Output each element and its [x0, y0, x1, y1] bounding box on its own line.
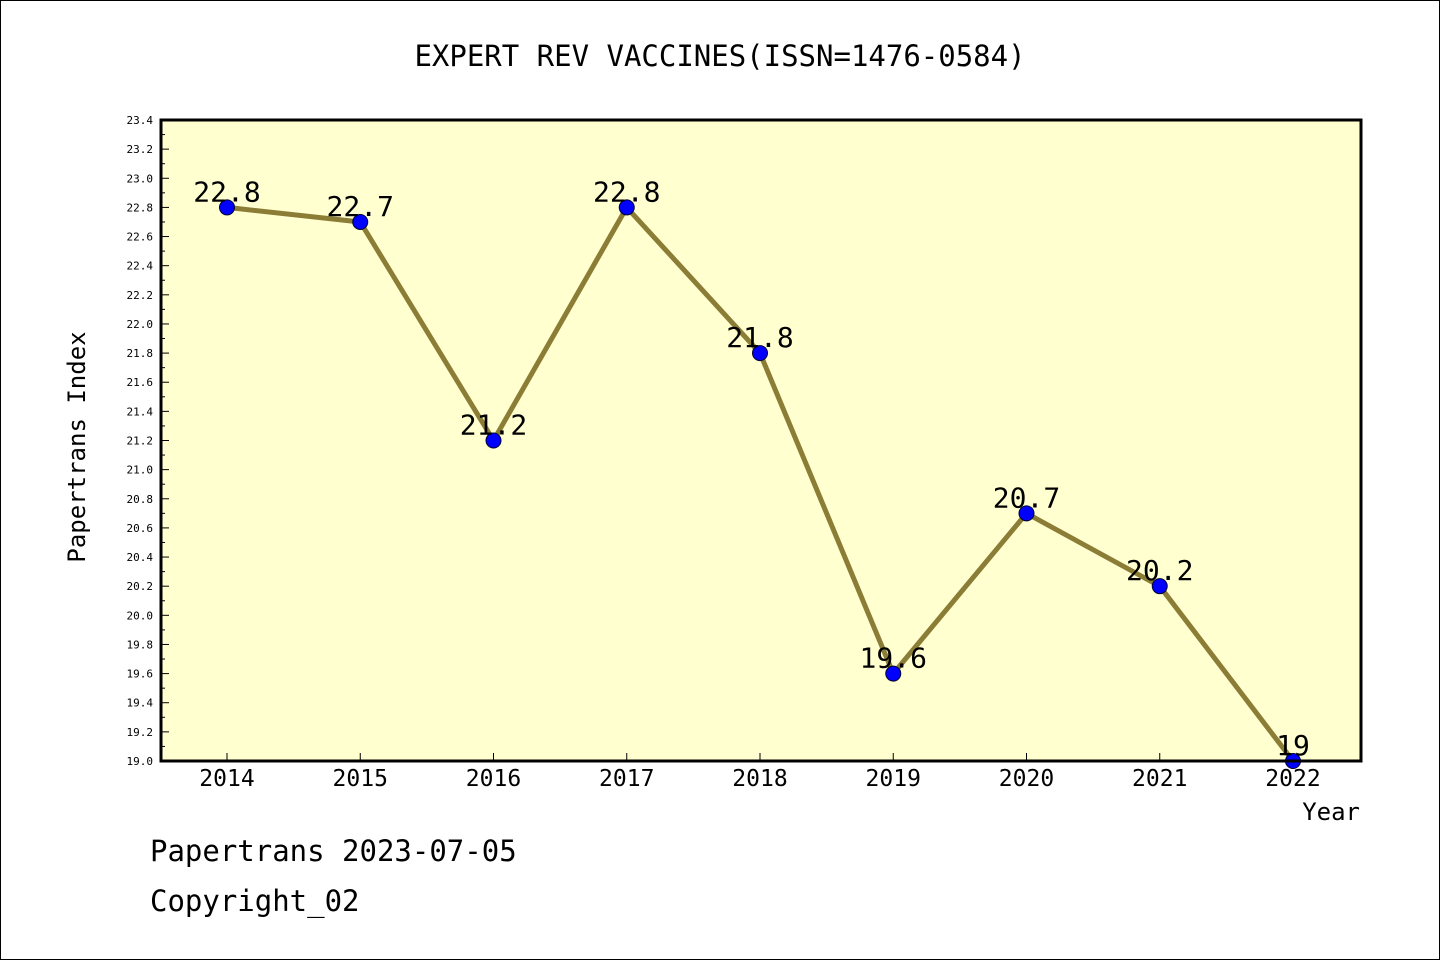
y-tick-label: 23.0	[127, 172, 154, 185]
y-tick-label: 21.4	[127, 405, 154, 418]
y-tick-label: 22.2	[127, 289, 154, 302]
y-tick-label: 20.8	[127, 493, 154, 506]
footer-date-line: Papertrans 2023-07-05	[150, 834, 517, 868]
x-tick-label: 2015	[333, 766, 388, 792]
y-axis: 19.0 19.2 19.4 19.6 19.8 20.0 20.2 20.4 20.6 20.8…	[127, 114, 169, 768]
data-label: 20.2	[1126, 554, 1193, 587]
y-tick-label: 23.2	[127, 143, 154, 156]
y-tick-label: 20.0	[127, 609, 154, 622]
y-tick-label: 21.6	[127, 376, 154, 389]
x-tick-label: 2014	[199, 766, 254, 792]
chart-title: EXPERT REV VACCINES(ISSN=1476-0584)	[414, 39, 1025, 73]
y-axis-label: Papertrans Index	[63, 331, 91, 562]
y-tick-label: 20.2	[127, 580, 154, 593]
y-tick-label: 21.2	[127, 435, 154, 448]
x-axis: 2014 2015 2016 2017 2018 2019 2020 2021 2022	[199, 753, 1321, 792]
y-tick-label: 19.2	[127, 726, 154, 739]
data-point	[352, 213, 369, 230]
x-tick-label: 2019	[866, 766, 921, 792]
x-tick-label: 2020	[999, 766, 1054, 792]
data-label: 19	[1276, 729, 1310, 762]
data-point	[1018, 505, 1035, 522]
x-tick-label: 2021	[1132, 766, 1187, 792]
data-point	[1151, 578, 1168, 595]
footer-copyright: Copyright_02	[150, 884, 360, 918]
data-point	[219, 199, 235, 216]
x-tick-label: 2017	[599, 766, 654, 792]
y-tick-label: 22.0	[127, 318, 154, 331]
data-point	[618, 199, 635, 216]
data-label: 21.8	[726, 321, 793, 354]
data-point	[485, 432, 502, 449]
y-tick-label: 23.4	[127, 114, 154, 127]
y-tick-label: 19.4	[127, 697, 154, 710]
x-axis-label: Year	[1302, 798, 1360, 826]
y-tick-label: 19.0	[127, 755, 154, 768]
y-tick-label: 19.8	[127, 638, 154, 651]
data-label: 22.8	[593, 175, 660, 208]
data-label: 22.7	[327, 190, 394, 223]
y-tick-label: 19.6	[127, 668, 154, 681]
data-point	[752, 345, 768, 362]
x-tick-label: 2016	[466, 766, 521, 792]
y-tick-label: 22.8	[127, 201, 154, 214]
x-tick-label: 2018	[732, 766, 787, 792]
data-label-layer: 22.8 22.7 21.2 22.8 21.8 19.6 20.7 20.2 19	[193, 175, 1310, 762]
data-label: 20.7	[993, 481, 1060, 514]
plot-border	[159, 118, 1363, 763]
y-tick-label: 21.8	[127, 347, 154, 360]
data-label: 22.8	[193, 175, 260, 208]
y-tick-label: 20.4	[127, 551, 154, 564]
data-label: 19.6	[860, 642, 927, 675]
data-point	[885, 665, 902, 682]
series-layer	[219, 199, 1301, 769]
data-label: 21.2	[460, 409, 527, 442]
y-tick-label: 21.0	[127, 464, 154, 477]
y-tick-label: 22.4	[127, 260, 154, 273]
x-tick-label: 2022	[1265, 766, 1320, 792]
y-tick-label: 22.6	[127, 231, 154, 244]
y-tick-label: 20.6	[127, 522, 154, 535]
